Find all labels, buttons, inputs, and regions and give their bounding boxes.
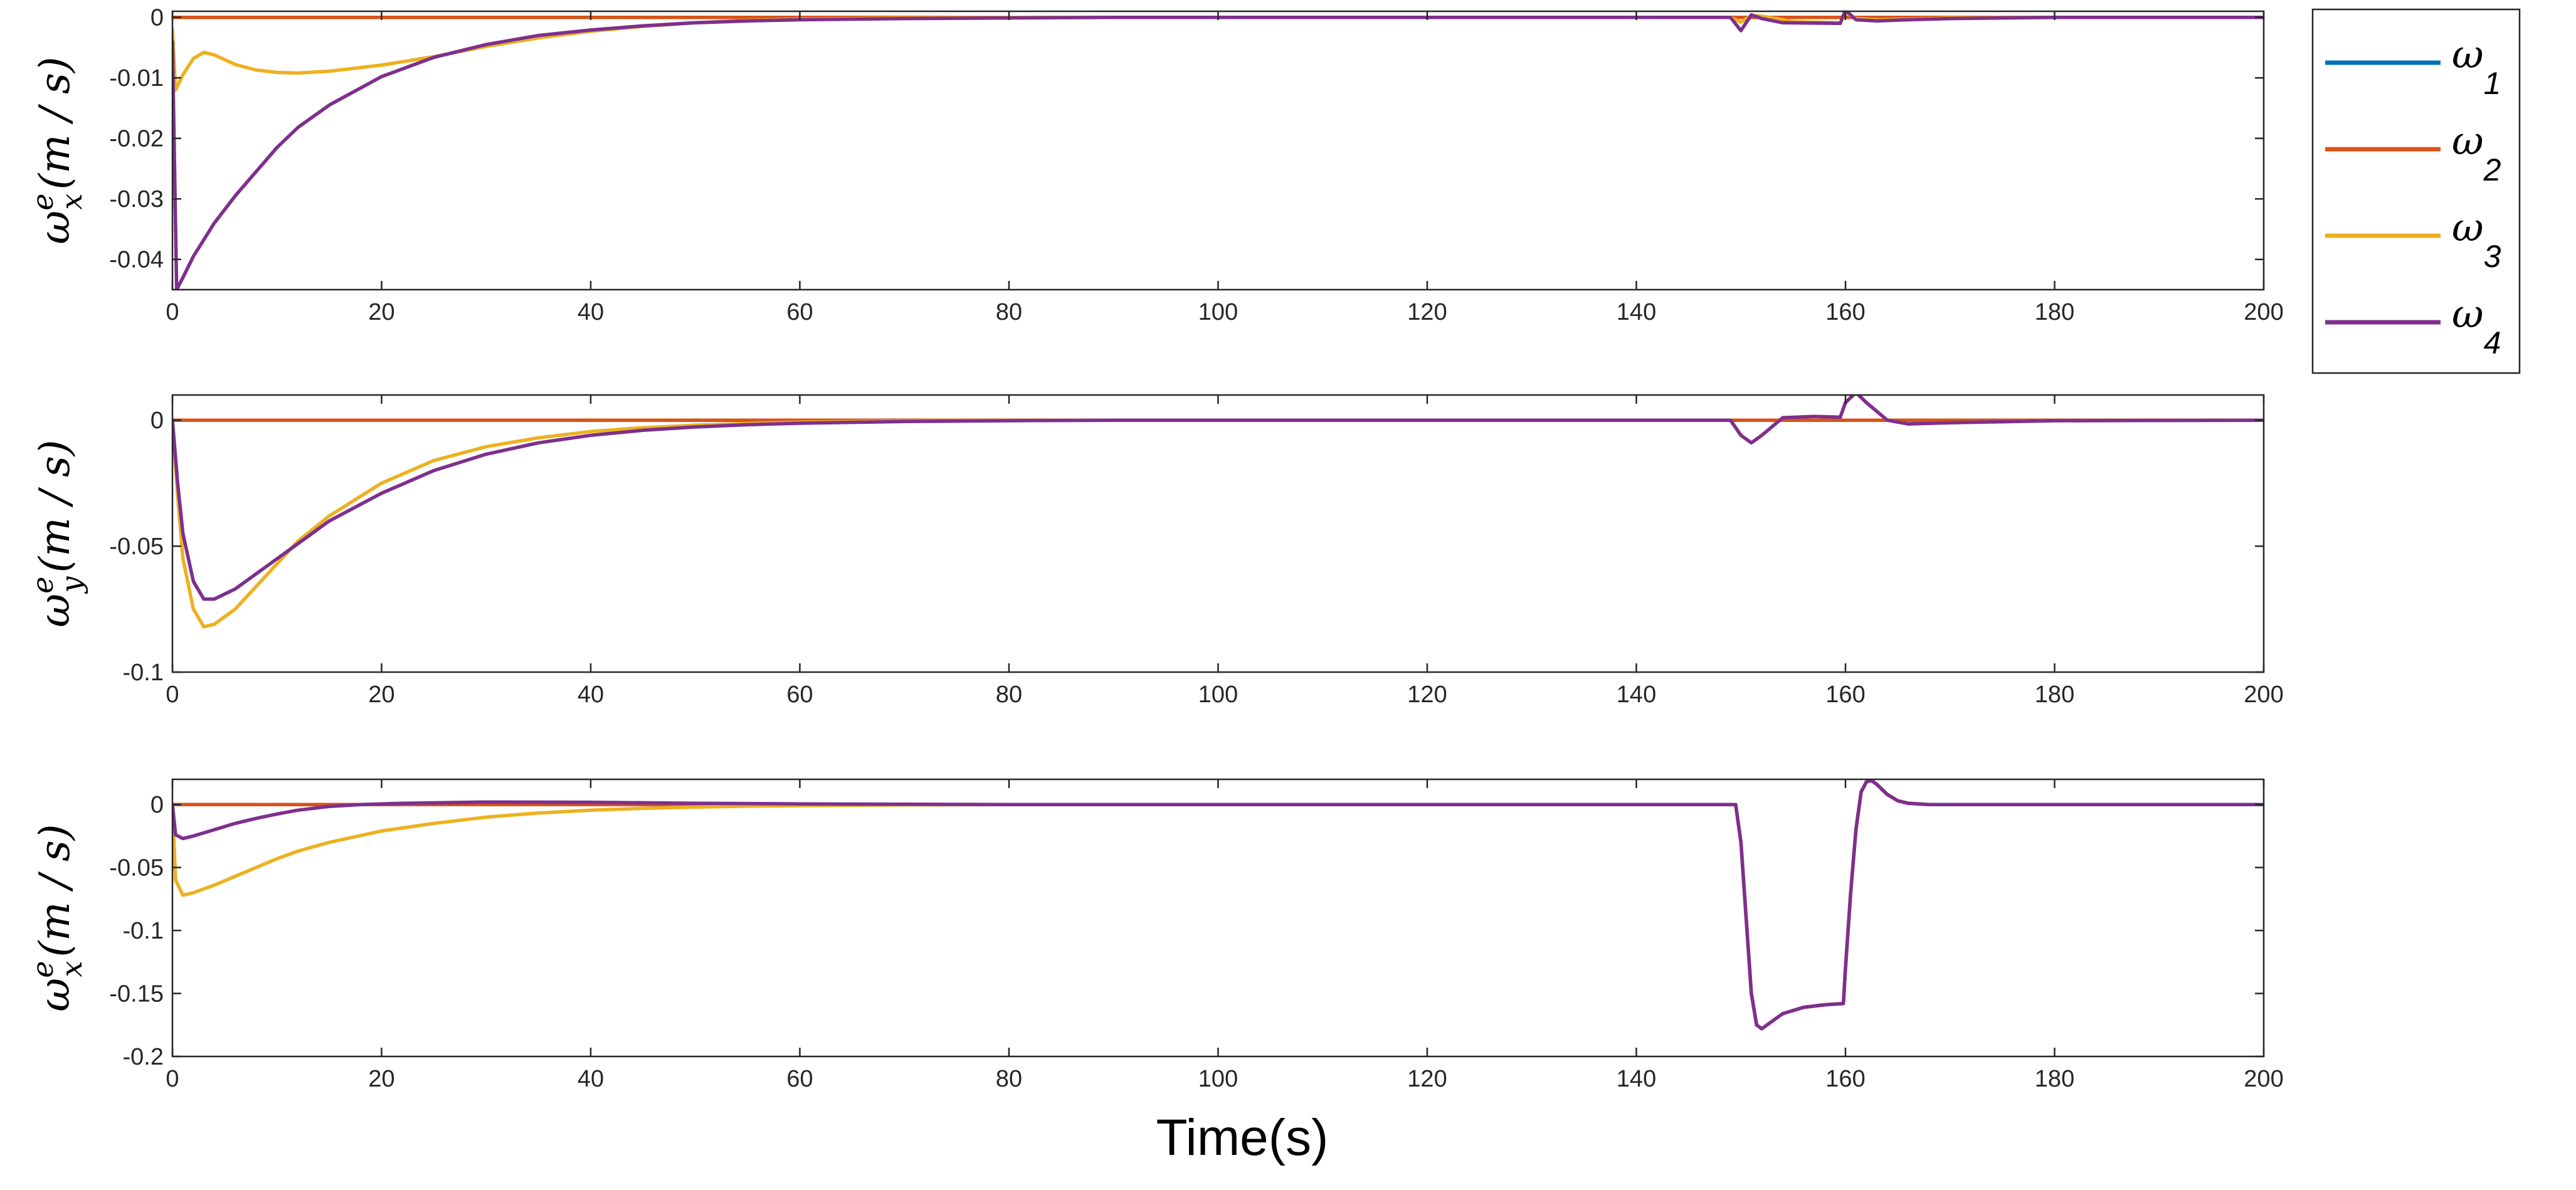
x-tick-label: 0 bbox=[166, 299, 179, 325]
x-tick-label: 60 bbox=[786, 682, 813, 708]
legend-label: ω3 bbox=[2452, 204, 2501, 274]
x-tick-label: 180 bbox=[2035, 682, 2074, 708]
x-tick-label: 0 bbox=[166, 1066, 179, 1092]
legend-label: ω2 bbox=[2452, 118, 2501, 187]
y-tick-label: -0.15 bbox=[109, 981, 164, 1008]
x-tick-label: 100 bbox=[1198, 299, 1238, 325]
subplot-2: 0 20 40 60 80 100 120 140 160 180 200 0 -0.05 -0.1 ωey… bbox=[26, 394, 2284, 708]
x-tick-label: 120 bbox=[1407, 299, 1447, 325]
legend: ω1 ω2 ω3 ω4 bbox=[2311, 8, 2521, 374]
subplot-1: 0 20 40 60 80 100 120 140 160 180 200 0 -0.01 -0.02 -0… bbox=[26, 5, 2284, 325]
x-tick-label: 120 bbox=[1407, 1066, 1447, 1092]
x-tick-label: 100 bbox=[1198, 1066, 1238, 1092]
x-tick-label: 180 bbox=[2035, 299, 2074, 325]
legend-label: ω1 bbox=[2452, 31, 2501, 101]
legend-item-2: ω2 bbox=[2325, 118, 2501, 187]
y-tick-label: -0.01 bbox=[109, 65, 164, 92]
x-tick-label: 160 bbox=[1825, 682, 1865, 708]
x-tick-label: 40 bbox=[578, 299, 604, 325]
y-tick-label: -0.05 bbox=[109, 855, 164, 882]
y-tick-label: -0.03 bbox=[109, 186, 164, 213]
x-tick-label: 140 bbox=[1617, 299, 1656, 325]
series-line-4 bbox=[172, 395, 2264, 601]
x-tick-label: 20 bbox=[368, 682, 394, 708]
x-tick-label: 140 bbox=[1617, 682, 1656, 708]
series-group bbox=[172, 779, 2264, 1031]
subplot-3: 0 20 40 60 80 100 120 140 160 180 200 0 -0.05 -0.1 -0.… bbox=[26, 778, 2284, 1092]
series-line-4 bbox=[172, 11, 2264, 290]
x-tick-label: 200 bbox=[2244, 299, 2283, 325]
x-tick-label: 40 bbox=[578, 1066, 604, 1092]
x-tick-label: 120 bbox=[1407, 682, 1447, 708]
x-tick-label: 40 bbox=[578, 682, 604, 708]
y-axis-label: ωey(m / s) bbox=[26, 440, 88, 627]
x-tick-label: 80 bbox=[996, 682, 1022, 708]
x-tick-label: 100 bbox=[1198, 682, 1238, 708]
legend-box bbox=[2311, 8, 2521, 374]
x-tick-label: 200 bbox=[2244, 682, 2283, 708]
x-tick-label: 180 bbox=[2035, 1066, 2074, 1092]
legend-label: ω4 bbox=[2452, 291, 2501, 361]
x-tick-label: 60 bbox=[786, 1066, 813, 1092]
x-tick-label: 160 bbox=[1825, 1066, 1865, 1092]
x-axis-label: Time(s) bbox=[1156, 1109, 1329, 1166]
x-tick-label: 0 bbox=[166, 682, 179, 708]
legend-item-1: ω1 bbox=[2325, 31, 2501, 101]
series-line-4 bbox=[172, 779, 2264, 1031]
y-axis-label: ωex(m / s) bbox=[26, 824, 88, 1011]
y-tick-label: 0 bbox=[150, 792, 164, 818]
y-tick-label: 0 bbox=[150, 5, 164, 31]
y-tick-label: 0 bbox=[150, 408, 164, 434]
y-tick-label: -0.2 bbox=[123, 1044, 164, 1070]
x-tick-label: 20 bbox=[368, 1066, 394, 1092]
x-tick-label: 60 bbox=[786, 299, 813, 325]
y-tick-label: -0.05 bbox=[109, 534, 164, 560]
legend-item-4: ω4 bbox=[2325, 291, 2501, 361]
series-group bbox=[172, 395, 2264, 629]
y-axis-label: ωex(m / s) bbox=[26, 56, 88, 244]
x-tick-label: 80 bbox=[996, 1066, 1022, 1092]
y-tick-label: -0.1 bbox=[123, 660, 164, 686]
y-tick-label: -0.1 bbox=[123, 918, 164, 944]
x-tick-label: 20 bbox=[368, 299, 394, 325]
legend-item-3: ω3 bbox=[2325, 204, 2501, 274]
x-tick-label: 80 bbox=[996, 299, 1022, 325]
x-tick-label: 200 bbox=[2244, 1066, 2283, 1092]
subplot-group: 0 20 40 60 80 100 120 140 160 180 2000-0.01-0.02-0… bbox=[26, 5, 2284, 1092]
x-tick-label: 140 bbox=[1617, 1066, 1656, 1092]
y-tick-label: -0.02 bbox=[109, 126, 164, 152]
x-tick-label: 160 bbox=[1825, 299, 1865, 325]
y-tick-label: -0.04 bbox=[109, 247, 164, 273]
